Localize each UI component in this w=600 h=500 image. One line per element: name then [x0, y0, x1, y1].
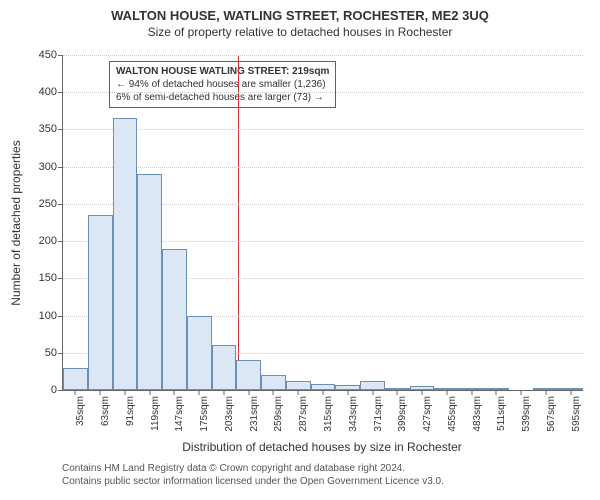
plot-area: WALTON HOUSE WATLING STREET: 219sqm← 94%…	[62, 55, 583, 391]
ytick-mark	[58, 55, 63, 56]
ytick-mark	[58, 278, 63, 279]
footer-attribution: Contains HM Land Registry data © Crown c…	[62, 462, 444, 488]
annotation-box: WALTON HOUSE WATLING STREET: 219sqm← 94%…	[109, 61, 336, 108]
histogram-bar	[484, 388, 509, 390]
ytick-mark	[58, 241, 63, 242]
xtick-label: 259sqm	[273, 396, 284, 432]
gridline	[63, 167, 583, 168]
xtick-label: 567sqm	[546, 396, 557, 432]
xtick-mark	[273, 390, 274, 395]
xtick-mark	[124, 390, 125, 395]
x-axis-label: Distribution of detached houses by size …	[182, 440, 462, 454]
xtick-mark	[446, 390, 447, 395]
gridline	[63, 92, 583, 93]
xtick-label: 483sqm	[472, 396, 483, 432]
histogram-bar	[113, 118, 138, 390]
ytick-label: 50	[45, 347, 57, 359]
gridline	[63, 129, 583, 130]
histogram-bar	[286, 381, 311, 390]
annotation-line: ← 94% of detached houses are smaller (1,…	[116, 78, 329, 91]
annotation-line: WALTON HOUSE WATLING STREET: 219sqm	[116, 65, 329, 78]
ytick-mark	[58, 353, 63, 354]
xtick-mark	[298, 390, 299, 395]
marker-line	[238, 55, 239, 390]
histogram-bar	[533, 388, 558, 390]
histogram-bar	[335, 385, 360, 390]
histogram-bar	[212, 345, 237, 390]
histogram-bar	[385, 388, 410, 390]
histogram-bar	[410, 386, 435, 390]
xtick-mark	[570, 390, 571, 395]
histogram-bar	[137, 174, 162, 390]
xtick-label: 455sqm	[447, 396, 458, 432]
y-axis-label: Number of detached properties	[9, 140, 23, 305]
xtick-label: 539sqm	[521, 396, 532, 432]
xtick-mark	[75, 390, 76, 395]
gridline	[63, 55, 583, 56]
histogram-bar	[311, 384, 336, 390]
histogram-bar	[360, 381, 385, 390]
xtick-label: 147sqm	[174, 396, 185, 432]
xtick-label: 91sqm	[125, 396, 136, 426]
ytick-label: 300	[39, 161, 57, 173]
xtick-label: 35sqm	[75, 396, 86, 426]
ytick-label: 200	[39, 235, 57, 247]
ytick-mark	[58, 167, 63, 168]
xtick-mark	[323, 390, 324, 395]
xtick-mark	[496, 390, 497, 395]
xtick-label: 315sqm	[323, 396, 334, 432]
histogram-bar	[459, 388, 484, 390]
chart-title: WALTON HOUSE, WATLING STREET, ROCHESTER,…	[0, 0, 600, 23]
ytick-mark	[58, 129, 63, 130]
xtick-label: 231sqm	[249, 396, 260, 432]
ytick-mark	[58, 92, 63, 93]
xtick-mark	[199, 390, 200, 395]
xtick-label: 175sqm	[199, 396, 210, 432]
chart-container: WALTON HOUSE, WATLING STREET, ROCHESTER,…	[0, 0, 600, 500]
chart-subtitle: Size of property relative to detached ho…	[0, 25, 600, 39]
ytick-mark	[58, 390, 63, 391]
xtick-mark	[248, 390, 249, 395]
xtick-label: 119sqm	[150, 396, 161, 431]
ytick-label: 0	[51, 384, 57, 396]
footer-line: Contains HM Land Registry data © Crown c…	[62, 462, 444, 475]
xtick-mark	[422, 390, 423, 395]
histogram-bar	[162, 249, 187, 390]
footer-line: Contains public sector information licen…	[62, 475, 444, 488]
xtick-mark	[174, 390, 175, 395]
xtick-mark	[545, 390, 546, 395]
ytick-label: 100	[39, 310, 57, 322]
xtick-label: 371sqm	[373, 396, 384, 432]
histogram-bar	[187, 316, 212, 390]
histogram-bar	[261, 375, 286, 390]
xtick-mark	[347, 390, 348, 395]
xtick-label: 511sqm	[496, 396, 507, 431]
histogram-bar	[63, 368, 88, 390]
ytick-mark	[58, 316, 63, 317]
xtick-mark	[100, 390, 101, 395]
xtick-mark	[372, 390, 373, 395]
xtick-mark	[397, 390, 398, 395]
ytick-label: 450	[39, 49, 57, 61]
xtick-label: 287sqm	[298, 396, 309, 432]
xtick-label: 343sqm	[348, 396, 359, 432]
xtick-label: 63sqm	[100, 396, 111, 426]
xtick-label: 427sqm	[422, 396, 433, 432]
ytick-label: 350	[39, 123, 57, 135]
xtick-label: 399sqm	[397, 396, 408, 432]
histogram-bar	[558, 388, 583, 390]
xtick-mark	[149, 390, 150, 395]
xtick-mark	[223, 390, 224, 395]
histogram-bar	[434, 388, 459, 390]
xtick-label: 203sqm	[224, 396, 235, 432]
ytick-label: 150	[39, 272, 57, 284]
xtick-mark	[521, 390, 522, 395]
xtick-label: 595sqm	[571, 396, 582, 432]
ytick-mark	[58, 204, 63, 205]
ytick-label: 400	[39, 86, 57, 98]
histogram-bar	[236, 360, 261, 390]
histogram-bar	[88, 215, 113, 390]
ytick-label: 250	[39, 198, 57, 210]
xtick-mark	[471, 390, 472, 395]
